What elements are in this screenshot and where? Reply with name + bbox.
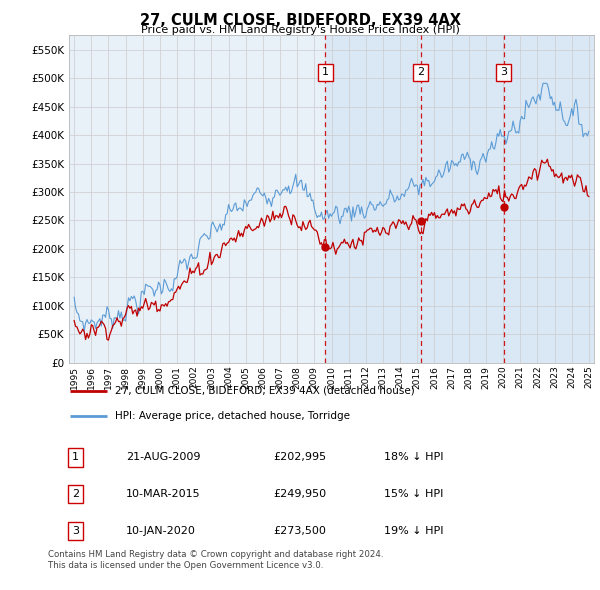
Text: 18% ↓ HPI: 18% ↓ HPI — [385, 453, 444, 463]
Text: 21-AUG-2009: 21-AUG-2009 — [125, 453, 200, 463]
Text: 27, CULM CLOSE, BIDEFORD, EX39 4AX: 27, CULM CLOSE, BIDEFORD, EX39 4AX — [139, 13, 461, 28]
Text: 1: 1 — [72, 453, 79, 463]
Text: 15% ↓ HPI: 15% ↓ HPI — [385, 489, 444, 499]
Text: HPI: Average price, detached house, Torridge: HPI: Average price, detached house, Torr… — [115, 411, 350, 421]
Text: 1: 1 — [322, 67, 329, 77]
Text: 2: 2 — [72, 489, 79, 499]
Text: 10-MAR-2015: 10-MAR-2015 — [125, 489, 200, 499]
Text: £249,950: £249,950 — [274, 489, 326, 499]
Text: This data is licensed under the Open Government Licence v3.0.: This data is licensed under the Open Gov… — [48, 560, 323, 569]
Text: Price paid vs. HM Land Registry's House Price Index (HPI): Price paid vs. HM Land Registry's House … — [140, 25, 460, 35]
Text: 2: 2 — [417, 67, 424, 77]
Text: Contains HM Land Registry data © Crown copyright and database right 2024.: Contains HM Land Registry data © Crown c… — [48, 550, 383, 559]
Text: 10-JAN-2020: 10-JAN-2020 — [125, 526, 196, 536]
Bar — [325, 35, 594, 363]
Text: £273,500: £273,500 — [274, 526, 326, 536]
Text: 19% ↓ HPI: 19% ↓ HPI — [385, 526, 444, 536]
Text: 27, CULM CLOSE, BIDEFORD, EX39 4AX (detached house): 27, CULM CLOSE, BIDEFORD, EX39 4AX (deta… — [115, 386, 415, 396]
Text: 3: 3 — [500, 67, 507, 77]
Text: £202,995: £202,995 — [274, 453, 326, 463]
Text: 3: 3 — [72, 526, 79, 536]
